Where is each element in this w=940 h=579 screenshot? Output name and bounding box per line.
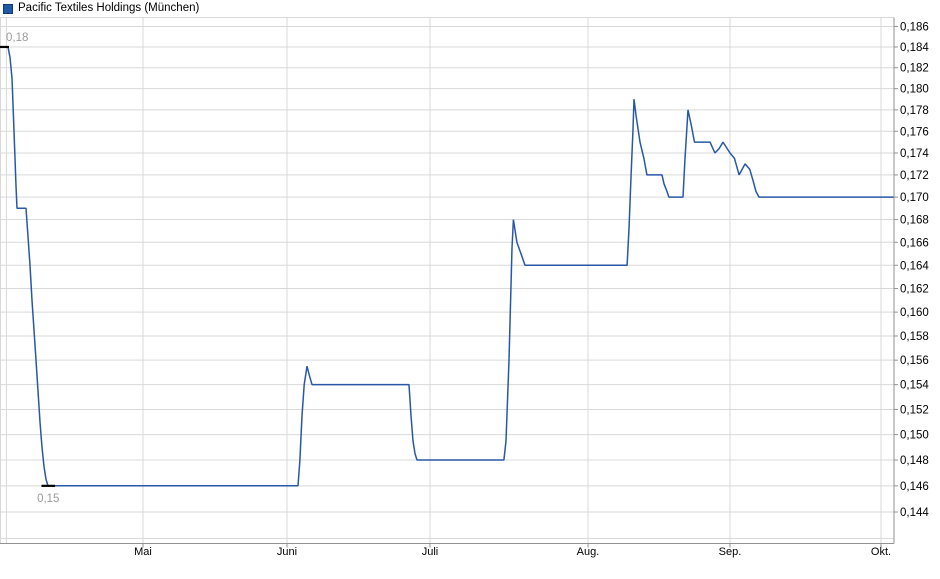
y-axis-labels: 0,186 0,184 0,182 0,180 0,178 0,176 0,174 0,172… (900, 21, 929, 519)
x-axis-label: Aug. (577, 546, 600, 558)
y-axis-label: 0,184 (900, 42, 929, 54)
x-axis-label: Okt. (871, 546, 891, 558)
y-axis-label: 0,176 (900, 126, 929, 138)
y-axis-label: 0,178 (900, 105, 929, 117)
y-axis-label: 0,146 (900, 481, 929, 493)
x-axis-label: Sep. (719, 546, 742, 558)
grid-vertical (5, 17, 882, 544)
series-legend-icon (3, 3, 13, 14)
y-axis-label: 0,150 (900, 430, 929, 442)
y-axis-label: 0,166 (900, 237, 929, 249)
y-axis-label: 0,180 (900, 84, 929, 96)
y-axis-label: 0,156 (900, 355, 929, 367)
y-axis-label: 0,148 (900, 455, 929, 467)
y-axis-label: 0,174 (900, 148, 929, 160)
x-axis-labels: Mai Juni Juli Aug. Sep. Okt. (134, 546, 891, 558)
y-axis-label: 0,144 (900, 507, 929, 519)
grid-horizontal (0, 25, 894, 540)
y-axis-label: 0,186 (900, 21, 929, 33)
x-axis-label: Juni (277, 546, 297, 558)
axis-borders (0, 17, 895, 544)
y-axis-label: 0,170 (900, 192, 929, 204)
price-line (0, 46, 894, 487)
y-axis-label: 0,168 (900, 215, 929, 227)
y-axis-label: 0,158 (900, 331, 929, 343)
chart-header: Pacific Textiles Holdings (München) (3, 2, 199, 15)
y-axis-label: 0,172 (900, 170, 929, 182)
y-axis-label: 0,152 (900, 404, 929, 416)
price-line-group (0, 46, 894, 487)
y-axis-label: 0,160 (900, 307, 929, 319)
chart-title: Pacific Textiles Holdings (München) (18, 2, 200, 14)
axis-ticks (142, 25, 898, 548)
annotation-label: 0,15 (37, 493, 59, 505)
y-axis-label: 0,164 (900, 260, 929, 272)
annotation-0_18: 0,18 (0, 32, 28, 49)
y-axis-label: 0,182 (900, 63, 929, 75)
annotation-0_15: 0,15 (37, 484, 59, 505)
y-axis-label: 0,162 (900, 284, 929, 296)
annotation-label: 0,18 (6, 32, 28, 44)
y-axis-label: 0,154 (900, 380, 929, 392)
x-axis-label: Mai (134, 546, 152, 558)
x-axis-label: Juli (422, 546, 439, 558)
